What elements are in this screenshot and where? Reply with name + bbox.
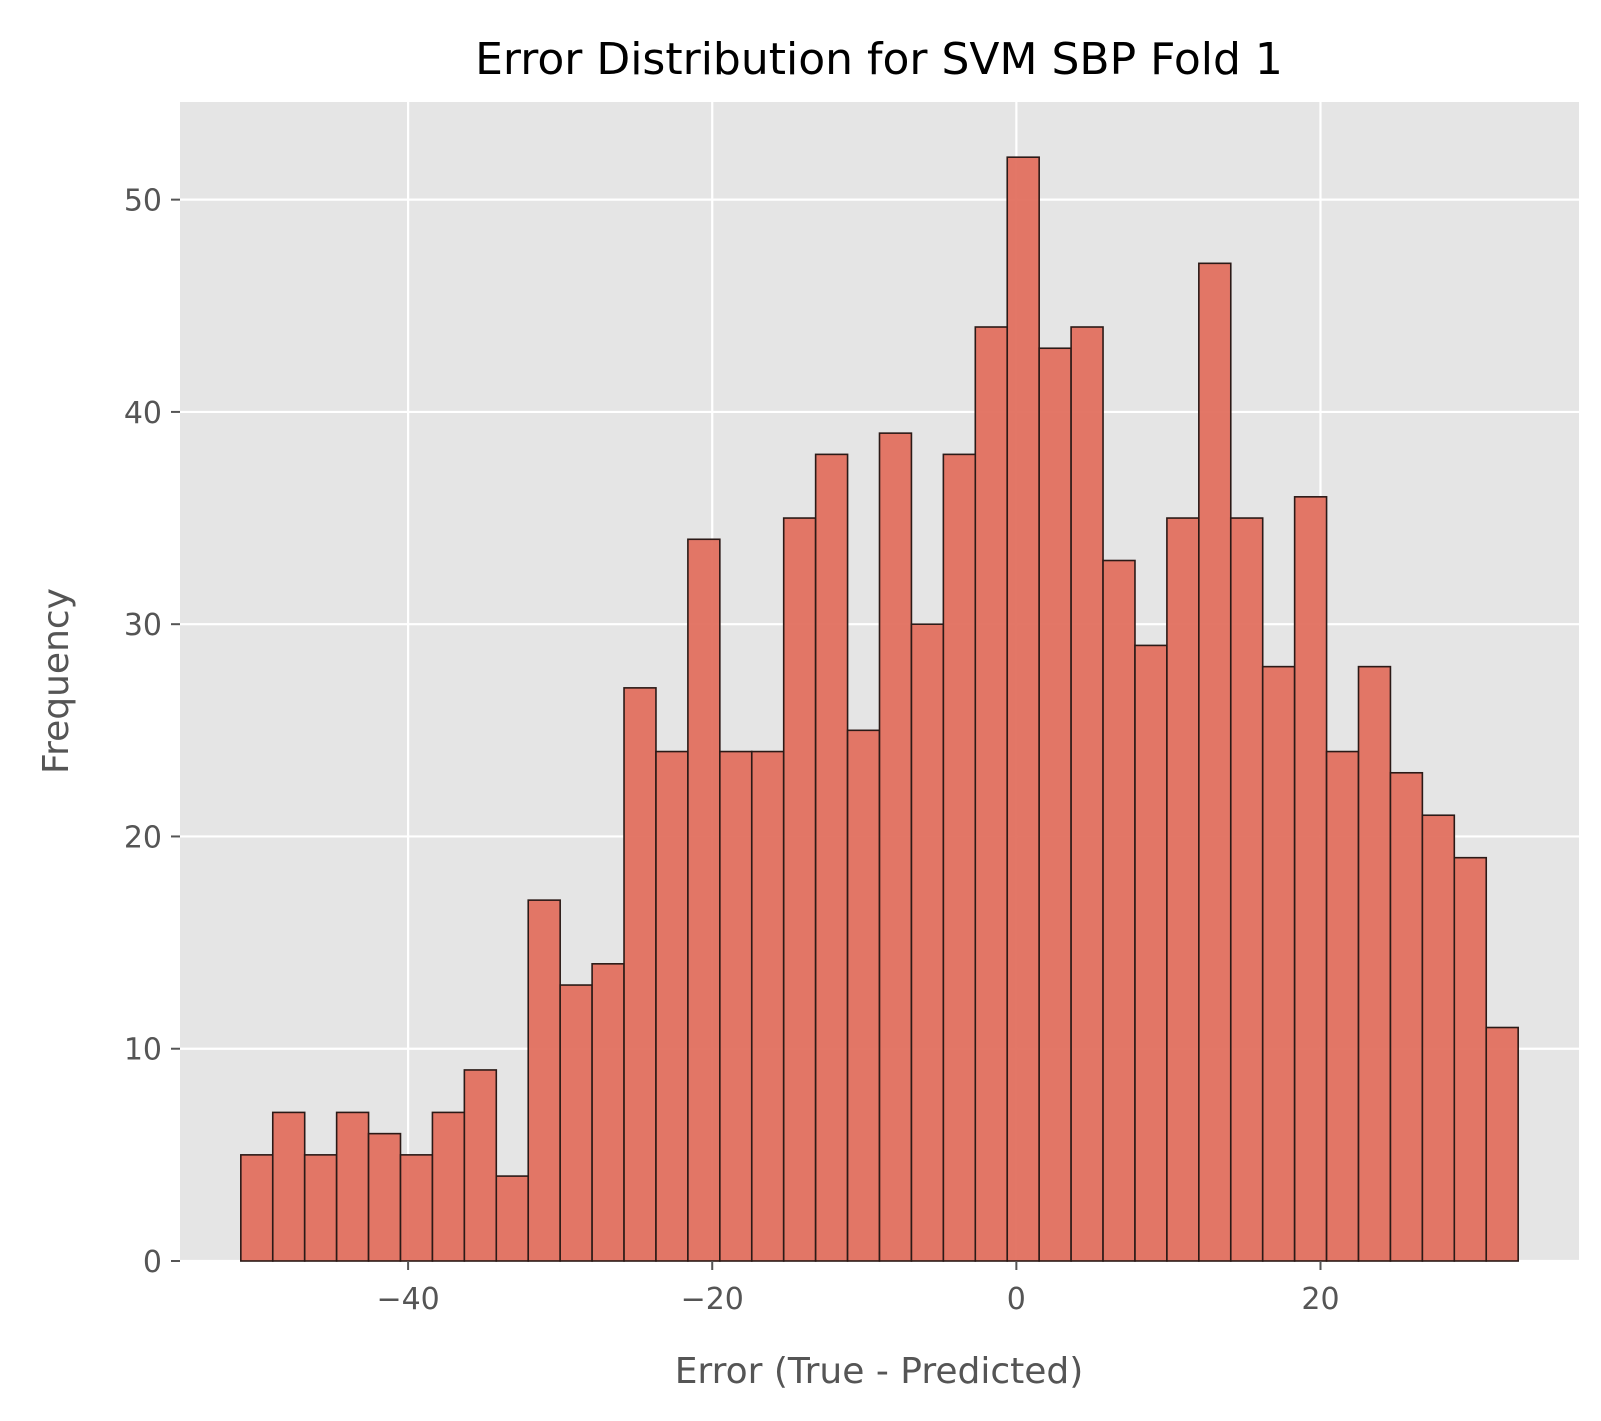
histogram-bar xyxy=(1325,750,1360,1262)
histogram-bar xyxy=(1453,856,1488,1262)
histogram-bar xyxy=(878,432,913,1262)
y-tick-label: 20 xyxy=(124,820,162,855)
histogram-bar xyxy=(687,538,721,1262)
histogram-bar xyxy=(750,750,785,1262)
histogram-bar xyxy=(942,453,977,1262)
histogram-bar xyxy=(974,326,1009,1262)
histogram-bar xyxy=(782,517,817,1262)
histogram-bar xyxy=(1293,496,1328,1262)
histogram-bar xyxy=(1006,156,1040,1262)
histogram-bar xyxy=(527,899,561,1262)
histogram-bar xyxy=(1421,814,1456,1262)
histogram-bar xyxy=(271,1111,306,1262)
histogram-bar xyxy=(1198,262,1232,1262)
y-axis-label: Frequency xyxy=(36,588,77,774)
histogram-bar xyxy=(1389,771,1424,1262)
histogram-bar xyxy=(463,1069,498,1262)
y-tick-label: 50 xyxy=(124,184,162,219)
histogram-bar xyxy=(1134,644,1168,1262)
y-tick-label: 10 xyxy=(124,1033,162,1068)
x-tick-label: −40 xyxy=(376,1282,439,1317)
x-axis-label: Error (True - Predicted) xyxy=(675,1351,1084,1392)
y-tick-label: 30 xyxy=(124,608,162,643)
histogram-bar xyxy=(1038,347,1072,1262)
histogram-bar xyxy=(559,984,593,1262)
histogram-bar xyxy=(335,1111,370,1262)
histogram-bar xyxy=(1357,665,1392,1262)
y-tick-label: 40 xyxy=(124,396,162,431)
histogram-bar xyxy=(367,1132,402,1262)
histogram-bar xyxy=(846,729,881,1262)
histogram-bar xyxy=(1070,326,1104,1262)
histogram-bar xyxy=(1485,1026,1519,1262)
histogram-bar xyxy=(655,750,689,1262)
histogram-bar xyxy=(623,687,657,1262)
histogram-bar xyxy=(1229,517,1264,1262)
y-tick-label: 0 xyxy=(143,1245,162,1280)
histogram-bar xyxy=(1166,517,1200,1262)
histogram-bar xyxy=(719,750,753,1262)
histogram-bar xyxy=(910,623,945,1262)
histogram-bar xyxy=(399,1154,434,1262)
histogram-bar xyxy=(1261,665,1296,1262)
chart-title: Error Distribution for SVM SBP Fold 1 xyxy=(475,34,1283,85)
histogram-bar xyxy=(495,1175,530,1262)
x-tick-label: 0 xyxy=(1007,1282,1026,1317)
histogram-bar xyxy=(431,1111,466,1262)
x-tick-label: −20 xyxy=(681,1282,744,1317)
histogram-bar xyxy=(303,1154,338,1262)
histogram-bar xyxy=(591,963,625,1262)
histogram-bars xyxy=(240,156,1519,1262)
histogram-bar xyxy=(1102,559,1136,1262)
x-tick-label: 20 xyxy=(1301,1282,1339,1317)
histogram-bar xyxy=(814,453,849,1262)
histogram-bar xyxy=(240,1154,274,1262)
axis-ticks: −40 −20 0 20 0 10 20 30 40 50 xyxy=(124,184,1340,1317)
